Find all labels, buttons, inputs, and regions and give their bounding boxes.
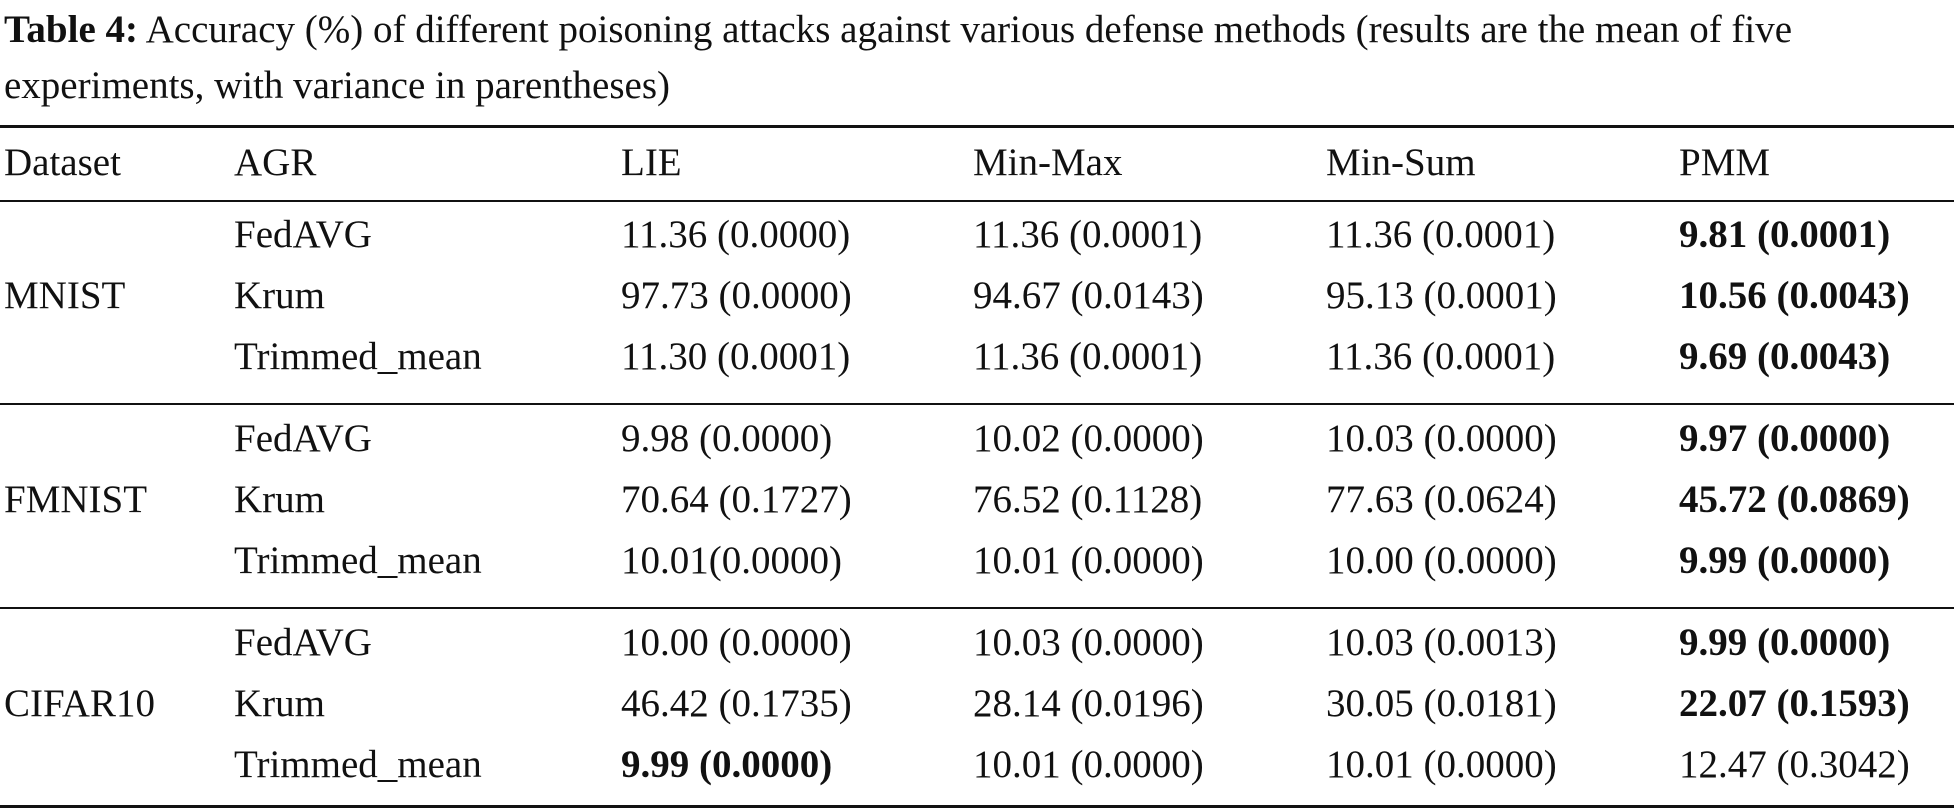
header-min-max: Min-Max bbox=[973, 141, 1123, 184]
table-cell: 11.36 (0.0000) bbox=[621, 213, 851, 256]
table-cell: 9.99 (0.0000) bbox=[621, 743, 833, 786]
table-bottom-rule bbox=[0, 805, 1954, 808]
header-lie: LIE bbox=[621, 141, 682, 184]
table-cell: 10.02 (0.0000) bbox=[973, 417, 1204, 460]
table-cell: 10.01 (0.0000) bbox=[973, 743, 1204, 786]
table-cell: 70.64 (0.1727) bbox=[621, 478, 852, 521]
table-cell: 10.03 (0.0000) bbox=[973, 621, 1204, 664]
dataset-label-cifar10: CIFAR10 bbox=[4, 682, 155, 725]
table-cell: 9.81 (0.0001) bbox=[1679, 213, 1891, 256]
agr-label: Trimmed_mean bbox=[234, 539, 482, 582]
table-cell: 30.05 (0.0181) bbox=[1326, 682, 1557, 725]
table-cell: 11.36 (0.0001) bbox=[1326, 335, 1556, 378]
table-cell: 9.97 (0.0000) bbox=[1679, 417, 1891, 460]
table-cell: 22.07 (0.1593) bbox=[1679, 682, 1910, 725]
table-cell: 10.03 (0.0000) bbox=[1326, 417, 1557, 460]
group-rule-2 bbox=[0, 607, 1954, 609]
header-pmm: PMM bbox=[1679, 141, 1771, 184]
table-cell: 9.69 (0.0043) bbox=[1679, 335, 1891, 378]
group-rule-1 bbox=[0, 403, 1954, 405]
table-cell: 10.03 (0.0013) bbox=[1326, 621, 1557, 664]
agr-label: FedAVG bbox=[234, 621, 372, 664]
table-cell: 9.98 (0.0000) bbox=[621, 417, 833, 460]
table-cell: 45.72 (0.0869) bbox=[1679, 478, 1910, 521]
caption-label: Table 4: bbox=[4, 8, 139, 51]
table-cell: 95.13 (0.0001) bbox=[1326, 274, 1557, 317]
agr-label: Krum bbox=[234, 478, 325, 521]
table-cell: 10.56 (0.0043) bbox=[1679, 274, 1910, 317]
agr-label: Krum bbox=[234, 682, 325, 725]
table-cell: 10.01 (0.0000) bbox=[1326, 743, 1557, 786]
caption-text: Accuracy (%) of different poisoning atta… bbox=[4, 8, 1793, 107]
table-cell: 28.14 (0.0196) bbox=[973, 682, 1204, 725]
table-cell: 46.42 (0.1735) bbox=[621, 682, 852, 725]
dataset-label-mnist: MNIST bbox=[4, 274, 126, 317]
table-cell: 9.99 (0.0000) bbox=[1679, 539, 1891, 582]
agr-label: Trimmed_mean bbox=[234, 743, 482, 786]
table-cell: 11.36 (0.0001) bbox=[973, 335, 1203, 378]
table-cell: 11.36 (0.0001) bbox=[973, 213, 1203, 256]
table-cell: 11.36 (0.0001) bbox=[1326, 213, 1556, 256]
table-caption: Table 4: Accuracy (%) of different poiso… bbox=[4, 2, 1944, 114]
table-cell: 12.47 (0.3042) bbox=[1679, 743, 1910, 786]
header-rule bbox=[0, 200, 1954, 202]
table-cell: 10.00 (0.0000) bbox=[621, 621, 852, 664]
table-cell: 10.01(0.0000) bbox=[621, 539, 842, 582]
table-cell: 11.30 (0.0001) bbox=[621, 335, 851, 378]
agr-label: Krum bbox=[234, 274, 325, 317]
agr-label: FedAVG bbox=[234, 417, 372, 460]
agr-label: Trimmed_mean bbox=[234, 335, 482, 378]
table-top-rule bbox=[0, 125, 1954, 128]
table-cell: 76.52 (0.1128) bbox=[973, 478, 1203, 521]
header-min-sum: Min-Sum bbox=[1326, 141, 1476, 184]
header-agr: AGR bbox=[234, 141, 317, 184]
dataset-label-fmnist: FMNIST bbox=[4, 478, 148, 521]
table-cell: 94.67 (0.0143) bbox=[973, 274, 1204, 317]
table-cell: 9.99 (0.0000) bbox=[1679, 621, 1891, 664]
agr-label: FedAVG bbox=[234, 213, 372, 256]
table-cell: 97.73 (0.0000) bbox=[621, 274, 852, 317]
table-cell: 10.01 (0.0000) bbox=[973, 539, 1204, 582]
header-dataset: Dataset bbox=[4, 141, 121, 184]
table-cell: 10.00 (0.0000) bbox=[1326, 539, 1557, 582]
table-cell: 77.63 (0.0624) bbox=[1326, 478, 1557, 521]
